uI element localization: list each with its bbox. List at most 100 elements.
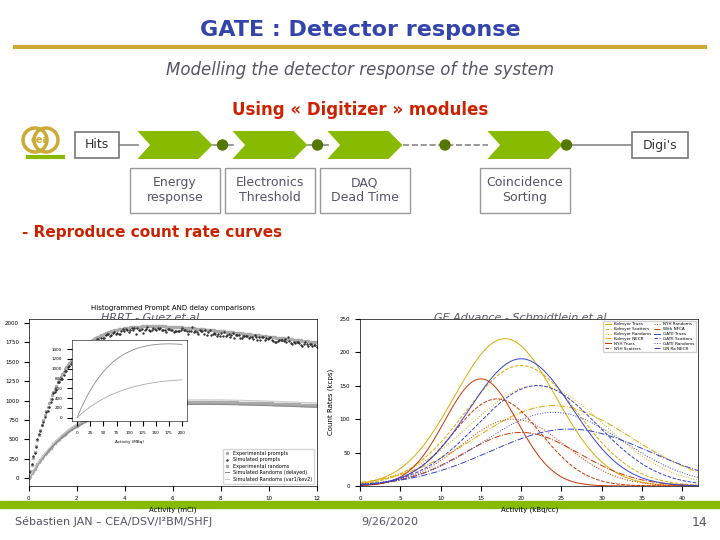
NYH Scatters (694, 483, 703, 489)
Kolmyer Trues (376, 476, 384, 482)
Text: GE Advance - Schmidtlein et al: GE Advance - Schmidtlein et al (433, 313, 606, 323)
Kolmyer NECR (356, 479, 364, 485)
GATE Trues (517, 355, 526, 362)
Line: GATE Trues: GATE Trues (360, 359, 698, 485)
GN Ra NECR (679, 462, 688, 469)
NYH Trues (369, 482, 378, 488)
GATE Scatters (369, 480, 378, 487)
Kolmyer NECR (694, 469, 703, 475)
Simulated Randoms (delayed) (102, 411, 110, 417)
Text: Electronics
Threshold: Electronics Threshold (236, 176, 304, 204)
Experimental prompts (300, 338, 308, 344)
Kolmyer NECR (418, 463, 427, 470)
GN Ra NECR (694, 468, 703, 474)
GN Ra NECR (376, 480, 384, 486)
Line: Simulated Randoms (delayed): Simulated Randoms (delayed) (29, 404, 317, 478)
GATE Trues (694, 482, 703, 489)
NYH Scatters (369, 481, 378, 488)
GATE Trues (679, 482, 688, 488)
FancyBboxPatch shape (130, 167, 220, 213)
Kolmyer Randoms (418, 459, 427, 465)
NYH Scatters (679, 483, 688, 489)
GATE Randoms (667, 465, 675, 471)
Text: 9/26/2020: 9/26/2020 (361, 517, 418, 527)
Simulated Randoms (var1/kev2) (42, 449, 50, 455)
GATE Scatters (356, 482, 364, 488)
Simulated Randoms (var1/kev2) (300, 399, 308, 406)
Kolmyer Randoms (694, 477, 703, 483)
Kolmyer Randoms (679, 473, 688, 480)
GATE Randoms (694, 474, 703, 481)
With NFCA (517, 429, 526, 436)
Simulated Randoms (delayed) (300, 403, 308, 410)
NYH Scatters (493, 396, 502, 402)
NYH Trues (418, 453, 427, 460)
Text: Hits: Hits (85, 138, 109, 152)
Kolmyer Scatters (667, 480, 675, 486)
GN Ra NECR (446, 464, 454, 471)
Text: GATE : Detector response: GATE : Detector response (199, 20, 521, 40)
With NFCA (356, 482, 364, 488)
Simulated Randoms (delayed) (78, 421, 86, 427)
Simulated prompts (102, 332, 110, 339)
Experimental prompts (149, 323, 158, 329)
Circle shape (312, 140, 323, 150)
Kolmyer Trues (667, 482, 675, 489)
FancyBboxPatch shape (225, 167, 315, 213)
GATE Scatters (533, 382, 541, 389)
Text: Using « Digitizer » modules: Using « Digitizer » modules (232, 101, 488, 119)
GATE Scatters (376, 480, 384, 486)
Text: - Reproduce count rate curves: - Reproduce count rate curves (22, 225, 282, 240)
Experimental randoms (300, 401, 308, 408)
Simulated prompts (300, 341, 308, 348)
Kolmyer Scatters (446, 428, 454, 435)
NYH Trues (694, 483, 703, 489)
Experimental randoms (78, 419, 86, 426)
Experimental prompts (36, 427, 45, 433)
NYH Trues (356, 482, 364, 489)
NYH Randoms (667, 482, 675, 489)
Kolmyer Randoms (667, 469, 675, 475)
With NFCA (694, 482, 703, 489)
Simulated Randoms (var1/kev2) (199, 396, 208, 403)
Simulated Randoms (delayed) (312, 404, 321, 410)
FancyBboxPatch shape (75, 132, 119, 158)
NYH Trues (667, 483, 675, 489)
Text: 14: 14 (692, 516, 708, 529)
Kolmyer Scatters (369, 479, 378, 485)
Kolmyer Trues (446, 401, 454, 407)
Experimental prompts (289, 336, 298, 343)
GATE Trues (667, 481, 675, 488)
Kolmyer Randoms (376, 476, 384, 483)
X-axis label: Activity (kBq/cc): Activity (kBq/cc) (500, 507, 558, 513)
Text: Coincidence
Sorting: Coincidence Sorting (487, 176, 563, 204)
Kolmyer Scatters (376, 477, 384, 484)
Kolmyer Randoms (446, 439, 454, 446)
NYH Randoms (509, 416, 518, 422)
NYH Scatters (446, 434, 454, 440)
Line: Kolmyer Randoms: Kolmyer Randoms (360, 386, 698, 483)
Text: DAQ
Dead Time: DAQ Dead Time (331, 176, 399, 204)
GATE Randoms (376, 480, 384, 486)
NYH Scatters (356, 482, 364, 489)
GATE Scatters (694, 480, 703, 487)
Text: Sébastien JAN – CEA/DSV/I²BM/SHFJ: Sébastien JAN – CEA/DSV/I²BM/SHFJ (15, 517, 212, 527)
Legend: Kolmyer Trues, Kolmyer Scatters, Kolmyer Randoms, Kolmyer NECR, NYH Trues, NYH S: Kolmyer Trues, Kolmyer Scatters, Kolmyer… (603, 321, 696, 352)
FancyBboxPatch shape (480, 167, 570, 213)
Text: Digi's: Digi's (643, 138, 678, 152)
GATE Scatters (446, 448, 454, 454)
Text: Energy
response: Energy response (147, 176, 203, 204)
FancyBboxPatch shape (632, 132, 688, 158)
Simulated Randoms (var1/kev2) (102, 407, 110, 414)
Simulated Randoms (var1/kev2) (36, 456, 45, 463)
Line: Experimental randoms: Experimental randoms (28, 401, 318, 480)
Line: NYH Trues: NYH Trues (360, 379, 698, 486)
NYH Trues (376, 481, 384, 487)
Simulated Randoms (var1/kev2) (289, 399, 298, 405)
Simulated Randoms (delayed) (289, 403, 298, 410)
GATE Trues (376, 480, 384, 486)
GATE Randoms (418, 470, 427, 476)
NYH Trues (679, 483, 688, 489)
GATE Scatters (679, 477, 688, 484)
GATE Trues (356, 482, 364, 488)
